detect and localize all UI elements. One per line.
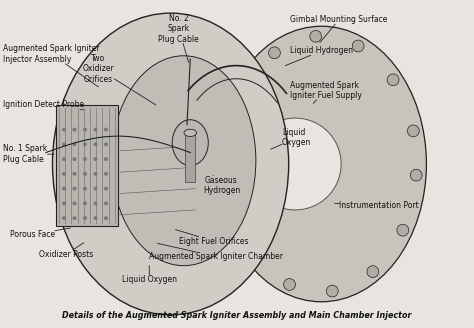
Circle shape [73, 128, 76, 132]
Text: Oxidizer Posts: Oxidizer Posts [39, 243, 94, 259]
Circle shape [93, 201, 98, 205]
Circle shape [247, 247, 259, 259]
Circle shape [93, 157, 98, 161]
Circle shape [249, 118, 341, 210]
Text: Liquid Hydrogen: Liquid Hydrogen [285, 46, 353, 66]
Circle shape [104, 187, 108, 191]
Circle shape [104, 128, 108, 132]
Text: Details of the Augmented Spark Igniter Assembly and Main Chamber Injector: Details of the Augmented Spark Igniter A… [62, 311, 412, 320]
Circle shape [93, 128, 98, 132]
Circle shape [83, 157, 87, 161]
Circle shape [93, 142, 98, 146]
Ellipse shape [53, 13, 289, 315]
Circle shape [283, 278, 295, 290]
Text: Two
Oxidizer
Orifices: Two Oxidizer Orifices [82, 54, 156, 105]
Text: Gimbal Mounting Surface: Gimbal Mounting Surface [290, 15, 388, 43]
Circle shape [269, 47, 280, 59]
Circle shape [408, 125, 419, 137]
Circle shape [104, 142, 108, 146]
Ellipse shape [111, 56, 256, 266]
Circle shape [62, 201, 66, 205]
Circle shape [83, 128, 87, 132]
Text: Ignition Detect Probe: Ignition Detect Probe [3, 100, 84, 110]
Circle shape [104, 157, 108, 161]
Circle shape [93, 187, 98, 191]
Circle shape [310, 31, 322, 42]
Circle shape [62, 172, 66, 176]
Text: No. 1 Spark
Plug Cable: No. 1 Spark Plug Cable [3, 144, 54, 164]
Circle shape [83, 201, 87, 205]
Circle shape [83, 216, 87, 220]
Circle shape [104, 201, 108, 205]
Circle shape [410, 169, 422, 181]
Circle shape [93, 172, 98, 176]
Text: Liquid
Oxygen: Liquid Oxygen [271, 128, 311, 149]
Text: Liquid Oxygen: Liquid Oxygen [122, 266, 177, 284]
Text: No. 2
Spark
Plug Cable: No. 2 Spark Plug Cable [158, 14, 199, 62]
Circle shape [387, 74, 399, 86]
Circle shape [367, 266, 379, 277]
Circle shape [397, 224, 409, 236]
Ellipse shape [184, 129, 197, 136]
Circle shape [73, 172, 76, 176]
Circle shape [62, 142, 66, 146]
Circle shape [327, 285, 338, 297]
Circle shape [225, 198, 237, 210]
Ellipse shape [172, 120, 208, 166]
Circle shape [62, 216, 66, 220]
Text: Porous Face: Porous Face [10, 228, 71, 239]
Circle shape [237, 86, 249, 98]
Circle shape [83, 142, 87, 146]
Bar [185, 134, 195, 182]
Circle shape [352, 40, 364, 52]
Bar [56, 105, 118, 226]
Circle shape [221, 140, 233, 152]
Circle shape [83, 172, 87, 176]
Circle shape [73, 187, 76, 191]
Circle shape [62, 128, 66, 132]
Circle shape [73, 201, 76, 205]
Circle shape [93, 216, 98, 220]
Circle shape [73, 142, 76, 146]
Text: Augmented Spark
Igniter Fuel Supply: Augmented Spark Igniter Fuel Supply [290, 80, 362, 103]
Text: Augmented Spark Igniter Chamber: Augmented Spark Igniter Chamber [149, 243, 283, 261]
Circle shape [104, 216, 108, 220]
Text: Gaseous
Hydrogen: Gaseous Hydrogen [203, 175, 240, 195]
Circle shape [62, 157, 66, 161]
Circle shape [62, 187, 66, 191]
Circle shape [73, 157, 76, 161]
Circle shape [104, 172, 108, 176]
Circle shape [73, 216, 76, 220]
Text: Augmented Spark Igniter
Injector Assembly: Augmented Spark Igniter Injector Assembl… [3, 44, 100, 87]
Text: Instrumentation Port: Instrumentation Port [335, 200, 419, 210]
Ellipse shape [217, 26, 427, 302]
Text: Eight Fuel Orifices: Eight Fuel Orifices [175, 230, 248, 246]
Circle shape [83, 187, 87, 191]
